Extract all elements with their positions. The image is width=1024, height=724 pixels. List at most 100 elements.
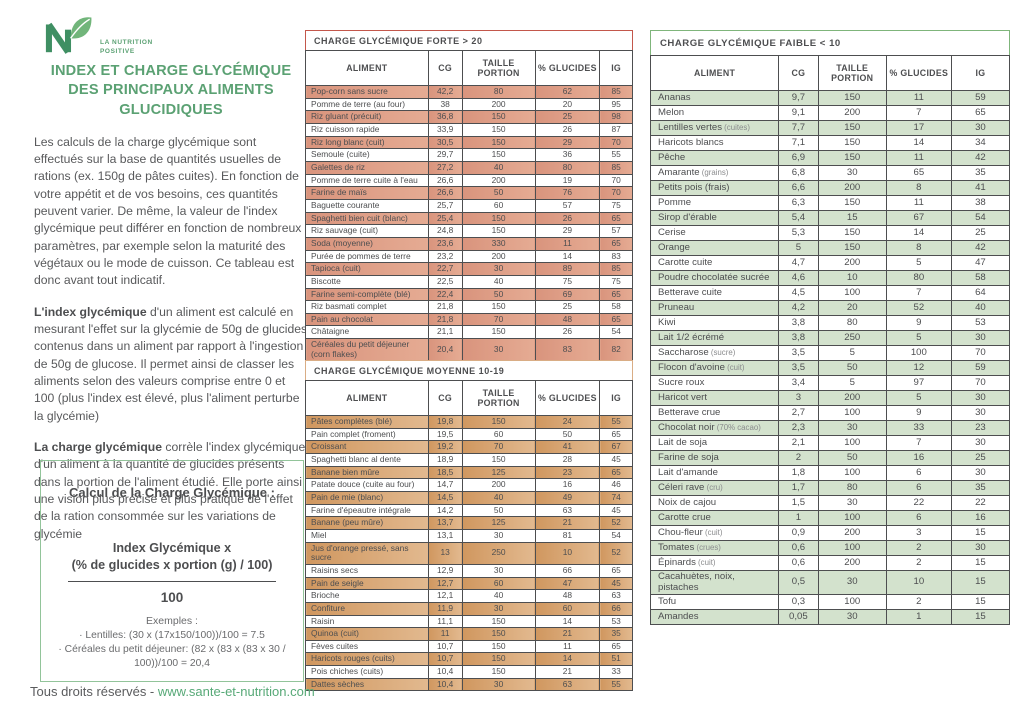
ig-cell: 54 (950, 210, 1011, 226)
ig-cell: 75 (599, 274, 633, 289)
ig-cell: 95 (599, 97, 633, 112)
glucides-cell: 20 (534, 97, 601, 112)
portion-cell: 150 (461, 110, 536, 124)
cg-cell: 12,9 (427, 563, 463, 578)
table-row: Châtaigne 21,1 150 26 54 (305, 325, 633, 340)
portion-cell: 200 (461, 478, 536, 492)
cg-cell: 5,4 (778, 210, 819, 226)
example-lentilles: · Lentilles: (30 x (17x150/100))/100 = 7… (79, 630, 265, 641)
ig-cell: 35 (950, 165, 1011, 181)
cg-cell: 21,8 (427, 300, 463, 314)
table-row: Céleri rave (cru) 1,7 80 6 35 (649, 480, 1011, 496)
cg-cell: 24,8 (427, 224, 463, 238)
food-name-cell: Pain de mie (blanc) (305, 490, 429, 505)
table-row: Pomme 6,3 150 11 38 (649, 195, 1011, 211)
formula-denominator: 100 (160, 590, 184, 605)
cg-cell: 27,2 (427, 160, 463, 175)
ig-cell: 63 (599, 589, 633, 603)
ig-cell: 33 (599, 665, 633, 679)
portion-cell: 150 (817, 225, 887, 241)
table-row: Carotte cuite 4,7 200 5 47 (649, 255, 1011, 271)
portion-cell: 30 (817, 495, 887, 511)
ig-cell: 85 (599, 85, 633, 99)
food-name-cell: Pain de seigle (305, 576, 429, 591)
food-name-cell: Miel (305, 528, 429, 543)
column-header: TAILLE PORTION (461, 50, 536, 86)
portion-cell: 30 (817, 165, 887, 181)
footer-website-link[interactable]: www.sante-et-nutrition.com (157, 684, 315, 699)
glucides-cell: 25 (534, 300, 601, 314)
cg-cell: 10,7 (427, 639, 463, 654)
table-row: Haricots rouges (cuits) 10,7 150 14 51 (305, 652, 633, 667)
formula-title: Calcul de la Charge Glycémique : (69, 485, 275, 500)
portion-cell: 60 (461, 198, 536, 213)
table-row: Quinoa (cuit) 11 150 21 35 (305, 627, 633, 641)
food-name-cell: Haricots rouges (cuits) (305, 652, 429, 667)
ig-cell: 42 (950, 150, 1011, 166)
cg-cell: 7,7 (778, 120, 819, 136)
footer-copyright-text: Tous droits réservés - (30, 684, 158, 699)
table-row: Pêche 6,9 150 11 42 (649, 150, 1011, 166)
table-row: Lait 1/2 écrémé 3,8 250 5 30 (649, 330, 1011, 346)
glucides-cell: 52 (885, 300, 952, 316)
glucides-cell: 49 (534, 490, 601, 505)
food-name-cell: Pêche (649, 150, 780, 166)
table-row: Lentilles vertes (cuites) 7,7 150 17 30 (649, 120, 1011, 136)
table-row: Farine de maïs 26,6 50 76 70 (305, 186, 633, 200)
index-glycemique-paragraph: L'index glycémique d'un aliment est calc… (34, 304, 308, 425)
cg-cell: 2 (778, 450, 819, 466)
table-row: Céréales du petit déjeuner (corn flakes)… (305, 338, 633, 362)
portion-cell: 200 (461, 97, 536, 112)
food-name-cell: Semoule (cuite) (305, 148, 429, 162)
ig-cell: 55 (599, 415, 633, 429)
portion-cell: 200 (817, 255, 887, 271)
portion-cell: 125 (461, 516, 536, 530)
glucides-cell: 7 (885, 435, 952, 451)
table-row: Galettes de riz 27,2 40 80 85 (305, 160, 633, 175)
table-row: Riz basmati complet 21,8 150 25 58 (305, 300, 633, 314)
glucides-cell: 26 (534, 122, 601, 137)
portion-cell: 200 (817, 555, 887, 571)
cg-cell: 10,4 (427, 665, 463, 679)
food-name-cell: Farine de maïs (305, 186, 429, 200)
glucides-cell: 6 (885, 465, 952, 481)
ig-cell: 52 (599, 516, 633, 530)
table-row: Purée de pommes de terre 23,2 200 14 83 (305, 249, 633, 264)
portion-cell: 50 (817, 450, 887, 466)
food-name-cell: Poudre chocolatée sucrée (649, 270, 780, 286)
cg-cell: 2,3 (778, 420, 819, 436)
cg-cell: 3,4 (778, 375, 819, 391)
glucides-cell: 10 (534, 541, 601, 565)
cg-cell: 3,5 (778, 345, 819, 361)
cg-cell: 42,2 (427, 85, 463, 99)
table-row: Riz cuisson rapide 33,9 150 26 87 (305, 122, 633, 137)
glucides-cell: 26 (534, 325, 601, 340)
cg-cell: 18,5 (427, 465, 463, 480)
cg-cell: 26,6 (427, 186, 463, 200)
food-name-cell: Riz long blanc (cuit) (305, 135, 429, 150)
ig-cell: 59 (950, 360, 1011, 376)
table-row: Patate douce (cuite au four) 14,7 200 16 46 (305, 478, 633, 492)
table-row: Tomates (crues) 0,6 100 2 30 (649, 540, 1011, 556)
glucides-cell: 21 (534, 627, 601, 641)
table-title-faible: CHARGE GLYCÉMIQUE FAIBLE < 10 (650, 30, 1010, 56)
table-row: Pop-corn sans sucre 42,2 80 62 85 (305, 85, 633, 99)
food-name-cell: Haricots blancs (649, 135, 780, 151)
ig-cell: 15 (950, 569, 1011, 596)
food-name-cell: Galettes de riz (305, 160, 429, 175)
glucides-cell: 22 (885, 495, 952, 511)
portion-cell: 200 (461, 249, 536, 264)
table-row: Melon 9,1 200 7 65 (649, 105, 1011, 121)
food-name-cell: Soda (moyenne) (305, 236, 429, 251)
table-row: Betterave cuite 4,5 100 7 64 (649, 285, 1011, 301)
cg-cell: 1,8 (778, 465, 819, 481)
glucides-cell: 66 (534, 563, 601, 578)
food-name-cell: Betterave cuite (649, 285, 780, 301)
ig-cell: 30 (950, 120, 1011, 136)
food-note: (cru) (704, 482, 723, 492)
np-logo-icon (42, 12, 94, 61)
formula-numerator-line1: Index Glycémique x (112, 541, 232, 555)
column-header: % GLUCIDES (534, 380, 601, 416)
portion-cell: 125 (461, 465, 536, 480)
glucides-cell: 14 (534, 652, 601, 667)
